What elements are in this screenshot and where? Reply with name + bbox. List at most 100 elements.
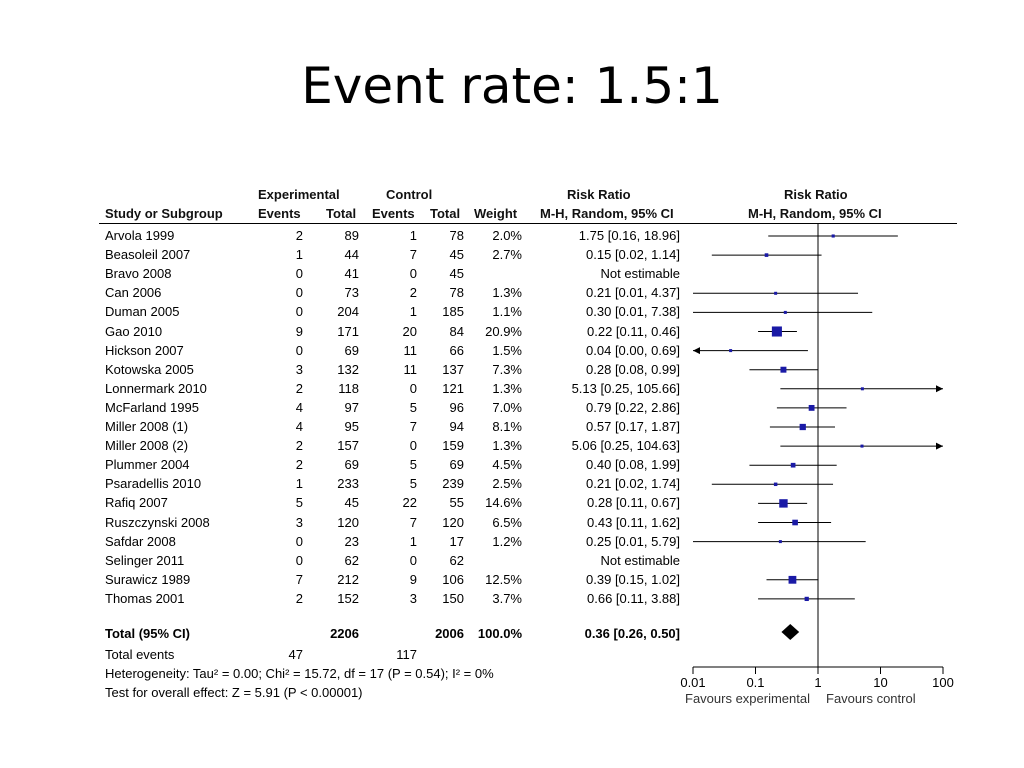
exp-total: 44	[344, 247, 359, 263]
risk-ratio-text-header: Risk Ratio	[567, 187, 631, 202]
risk-ratio-ci: 0.79 [0.22, 2.86]	[586, 399, 680, 415]
weight: 7.3%	[492, 361, 522, 377]
study-name: Surawicz 1989	[105, 571, 191, 587]
study-name: Bravo 2008	[105, 266, 172, 282]
exp-total: 118	[338, 380, 359, 396]
slide-title: Event rate: 1.5:1	[301, 57, 723, 115]
ctl-total: 120	[442, 514, 464, 530]
ctl-events: 22	[402, 495, 417, 511]
weight: 1.3%	[492, 380, 522, 396]
exp-events: 0	[295, 533, 303, 549]
exp-total: 157	[337, 438, 359, 454]
weight: 1.2%	[492, 533, 522, 549]
point-estimate	[804, 596, 809, 602]
exp-events: 0	[295, 266, 303, 282]
rr-text-column-header: M-H, Random, 95% CI	[540, 206, 674, 221]
x-tick-label: 1	[814, 675, 821, 690]
point-estimate	[764, 253, 769, 257]
ctl-total: 45	[449, 266, 464, 282]
ctl-total: 150	[442, 590, 464, 606]
ctl-total: 185	[442, 304, 464, 320]
risk-ratio-ci: 0.28 [0.08, 0.99]	[586, 361, 680, 377]
risk-ratio-ci: Not estimable	[600, 266, 680, 282]
exp-events: 0	[295, 285, 303, 301]
study-name: Psaradellis 2010	[105, 476, 202, 492]
ctl-events: 5	[409, 457, 417, 473]
point-estimate	[778, 540, 782, 544]
exp-total: 171	[337, 323, 359, 339]
point-estimate	[808, 404, 815, 411]
x-tick-label: 0.1	[746, 675, 764, 690]
risk-ratio-ci: 0.66 [0.11, 3.88]	[587, 590, 680, 606]
risk-ratio-ci: 0.57 [0.17, 1.87]	[586, 419, 680, 434]
exp-total: 95	[344, 419, 359, 434]
exp-total: 152	[337, 590, 359, 606]
exp-total: 69	[344, 342, 359, 358]
weight-column-header: Weight	[474, 206, 518, 221]
risk-ratio-ci: 1.75 [0.16, 18.96]	[578, 228, 680, 243]
exp-total: 212	[337, 571, 359, 587]
weight: 20.9%	[485, 323, 522, 339]
ctl-total: 78	[449, 285, 464, 301]
study-name: Selinger 2011	[105, 552, 185, 568]
study-name: Beasoleil 2007	[105, 247, 191, 263]
ctl-events: 1	[409, 228, 417, 243]
risk-ratio-ci: 0.04 [0.00, 0.69]	[586, 342, 680, 358]
point-estimate	[860, 444, 864, 448]
point-estimate	[799, 423, 806, 431]
weight: 1.3%	[492, 438, 522, 454]
total-exp-total: 2206	[330, 626, 359, 641]
ctl-events: 11	[403, 342, 418, 358]
risk-ratio-ci: 0.15 [0.02, 1.14]	[586, 247, 680, 263]
weight: 14.6%	[485, 495, 522, 511]
x-tick-label: 10	[873, 675, 887, 690]
favours-experimental-label: Favours experimental	[685, 691, 810, 706]
point-estimate	[780, 366, 787, 373]
study-name: Kotowska 2005	[105, 361, 194, 377]
exp-events: 2	[295, 380, 303, 396]
study-name: Can 2006	[105, 285, 162, 301]
weight: 8.1%	[492, 419, 522, 434]
total-label: Total (95% CI)	[105, 626, 190, 641]
exp-events: 2	[295, 438, 303, 454]
rr-plot-column-header: M-H, Random, 95% CI	[748, 206, 882, 221]
study-name: Thomas 2001	[105, 590, 185, 606]
risk-ratio-ci: 0.21 [0.01, 4.37]	[586, 285, 680, 301]
weight: 1.3%	[492, 285, 522, 301]
point-estimate	[860, 387, 864, 391]
ctl-events: 5	[409, 399, 417, 415]
weight: 2.5%	[492, 476, 522, 492]
point-estimate	[831, 234, 835, 238]
exp-events: 0	[295, 342, 303, 358]
ctl-events: 0	[409, 438, 417, 454]
weight: 6.5%	[492, 514, 522, 530]
ci-arrow-right	[936, 442, 943, 450]
x-tick-label: 100	[932, 675, 954, 690]
study-name: Lonnermark 2010	[105, 380, 207, 396]
exp-total: 132	[337, 361, 359, 377]
exp-events: 4	[295, 419, 303, 434]
point-estimate	[774, 291, 778, 295]
ctl-events: 3	[409, 590, 417, 606]
risk-ratio-ci: 0.25 [0.01, 5.79]	[586, 533, 680, 549]
risk-ratio-ci: 0.43 [0.11, 1.62]	[587, 514, 680, 530]
study-name: Gao 2010	[105, 323, 163, 339]
ci-arrow-right	[936, 385, 943, 393]
point-estimate	[788, 575, 797, 584]
exp-total: 97	[344, 399, 359, 415]
exp-events-column-header: Events	[258, 206, 301, 221]
ctl-total: 137	[442, 361, 464, 377]
overall-effect-text: Test for overall effect: Z = 5.91 (P < 0…	[105, 685, 363, 700]
x-tick-label: 0.01	[680, 675, 705, 690]
ctl-total: 45	[449, 247, 464, 263]
ctl-total: 78	[449, 228, 464, 243]
ci-arrow-left	[693, 347, 700, 355]
ctl-total: 94	[449, 419, 464, 434]
exp-total: 45	[344, 495, 359, 511]
study-name: Ruszczynski 2008	[105, 514, 210, 530]
risk-ratio-ci: 5.06 [0.25, 104.63]	[571, 438, 680, 454]
risk-ratio-plot-header: Risk Ratio	[784, 187, 848, 202]
study-name: Miller 2008 (2)	[105, 438, 189, 454]
ctl-events: 9	[409, 571, 417, 587]
